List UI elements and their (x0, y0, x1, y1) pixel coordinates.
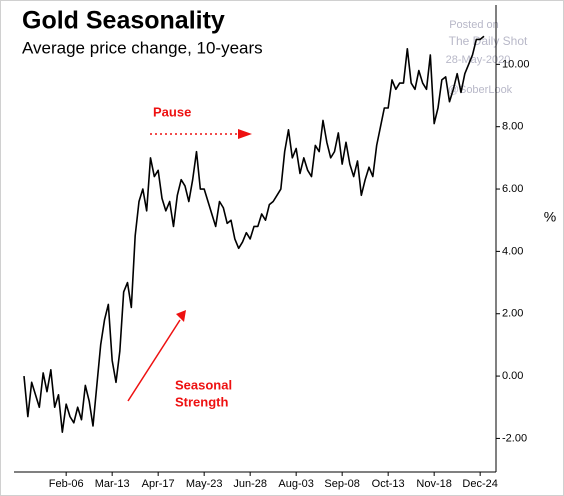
y-tick-label: 2.00 (502, 308, 523, 320)
pause-arrowhead (238, 129, 252, 139)
x-tick-label: Aug-03 (278, 478, 313, 490)
y-tick-label: 8.00 (502, 121, 523, 133)
x-tick-label: Mar-13 (95, 478, 130, 490)
y-tick-label: 0.00 (502, 370, 523, 382)
chart-title: Gold Seasonality (22, 7, 225, 35)
x-tick-label: Nov-18 (416, 478, 451, 490)
x-tick-label: May-23 (186, 478, 223, 490)
strength-arrow (127, 319, 181, 402)
x-tick-label: Feb-06 (49, 478, 84, 490)
strength-arrowhead (176, 310, 186, 322)
watermark: The Daily Shot (449, 34, 528, 48)
y-axis-label: % (544, 209, 556, 225)
y-tick-label: 4.00 (502, 245, 523, 257)
watermark: @SoberLook (448, 84, 513, 96)
annotation: Strength (175, 394, 229, 409)
watermark: 28-May-2020 (446, 54, 511, 66)
x-tick-label: Apr-17 (142, 478, 175, 490)
annotation: Seasonal (175, 377, 232, 392)
x-tick-label: Sep-08 (324, 478, 359, 490)
line-series (23, 35, 485, 433)
watermark: Posted on (449, 19, 499, 31)
x-tick-label: Jun-28 (233, 478, 267, 490)
chart-subtitle: Average price change, 10-years (22, 38, 263, 57)
x-tick-label: Oct-13 (372, 478, 405, 490)
y-tick-label: 6.00 (502, 183, 523, 195)
y-tick-label: -2.00 (502, 432, 527, 444)
y-tick-label: 10.00 (502, 58, 530, 70)
x-tick-label: Dec-24 (462, 478, 497, 490)
annotation: Pause (153, 104, 191, 119)
